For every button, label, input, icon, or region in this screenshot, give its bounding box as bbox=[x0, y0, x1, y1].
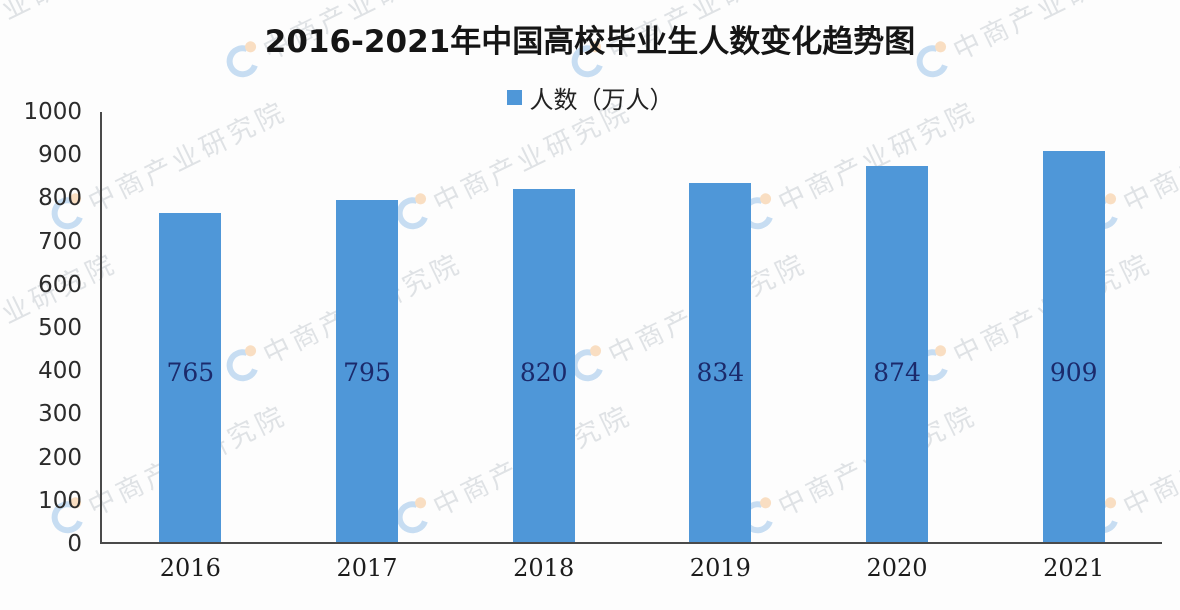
y-tick-label: 400 bbox=[38, 358, 82, 385]
y-tick-label: 800 bbox=[38, 185, 82, 212]
x-axis-label: 2019 bbox=[689, 554, 751, 582]
y-tick-label: 1000 bbox=[23, 99, 82, 125]
x-axis-label: 2020 bbox=[866, 554, 928, 582]
bar bbox=[512, 189, 575, 542]
y-tick-label: 700 bbox=[38, 228, 82, 255]
y-tick-label: 300 bbox=[38, 401, 82, 428]
chart-title: 2016-2021年中国高校毕业生人数变化趋势图 bbox=[264, 24, 916, 60]
bar-columns: 765 2016 795 2017 820 2018 834 2019 874 2020 909 20… bbox=[102, 112, 1162, 582]
legend-label: 人数（万人） bbox=[529, 86, 674, 114]
bar-value-label: 834 bbox=[696, 358, 745, 388]
bar bbox=[336, 200, 398, 542]
y-tick-label: 0 bbox=[67, 531, 82, 557]
bar-value-label: 765 bbox=[166, 358, 215, 388]
x-axis-label: 2018 bbox=[513, 554, 575, 582]
legend-swatch-icon bbox=[506, 90, 522, 105]
y-axis-ticks: 0 100 200 300 400 500 600 700 800 900 1000 bbox=[0, 99, 92, 557]
bar-column: 909 2021 bbox=[985, 112, 1162, 582]
bar-column: 795 2017 bbox=[279, 112, 456, 582]
y-tick-label: 600 bbox=[38, 271, 82, 298]
chart-legend: 人数（万人） bbox=[0, 80, 1180, 115]
bar bbox=[159, 213, 222, 542]
bar-column: 765 2016 bbox=[102, 112, 279, 582]
y-tick-label: 900 bbox=[38, 142, 82, 169]
bar bbox=[689, 183, 752, 542]
x-axis-label: 2016 bbox=[159, 554, 221, 582]
bar-column: 874 2020 bbox=[809, 112, 986, 582]
bar-column: 834 2019 bbox=[632, 112, 809, 582]
plot-area: 765 2016 795 2017 820 2018 834 2019 874 2020 909 20… bbox=[100, 112, 1162, 582]
y-tick-label: 500 bbox=[38, 315, 82, 341]
bar bbox=[866, 166, 929, 542]
y-tick-label: 100 bbox=[38, 487, 82, 514]
bar-value-label: 909 bbox=[1049, 358, 1098, 388]
x-axis-label: 2021 bbox=[1043, 554, 1105, 582]
bar-value-label: 874 bbox=[873, 358, 921, 388]
y-tick-label: 200 bbox=[38, 444, 82, 471]
x-axis-label: 2017 bbox=[336, 554, 398, 582]
bar-column: 820 2018 bbox=[455, 112, 632, 582]
bar-value-label: 820 bbox=[519, 358, 568, 388]
bar-value-label: 795 bbox=[343, 358, 391, 388]
bar bbox=[1042, 151, 1105, 542]
